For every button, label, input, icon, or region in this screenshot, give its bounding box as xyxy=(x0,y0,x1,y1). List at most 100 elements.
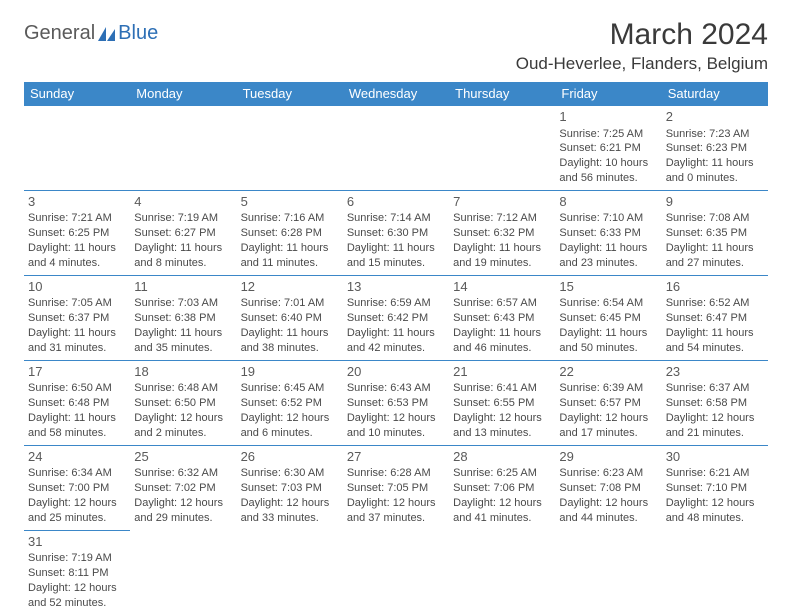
cell-sr: Sunrise: 7:05 AM xyxy=(28,296,126,311)
day-number: 9 xyxy=(666,193,764,211)
cell-d2: and 35 minutes. xyxy=(134,341,232,356)
cell-d1: Daylight: 12 hours xyxy=(28,581,126,596)
day-number: 31 xyxy=(28,533,126,551)
day-number: 15 xyxy=(559,278,657,296)
calendar-week: 10Sunrise: 7:05 AMSunset: 6:37 PMDayligh… xyxy=(24,275,768,360)
cell-ss: Sunset: 6:47 PM xyxy=(666,311,764,326)
cell-d1: Daylight: 12 hours xyxy=(241,496,339,511)
cell-d1: Daylight: 12 hours xyxy=(134,411,232,426)
calendar-cell: 31Sunrise: 7:19 AMSunset: 8:11 PMDayligh… xyxy=(24,530,130,614)
day-number: 22 xyxy=(559,363,657,381)
day-header: Friday xyxy=(555,82,661,106)
calendar-cell xyxy=(343,530,449,614)
cell-sr: Sunrise: 6:50 AM xyxy=(28,381,126,396)
cell-sr: Sunrise: 7:19 AM xyxy=(134,211,232,226)
cell-ss: Sunset: 6:45 PM xyxy=(559,311,657,326)
day-number: 21 xyxy=(453,363,551,381)
cell-sr: Sunrise: 7:01 AM xyxy=(241,296,339,311)
calendar-cell: 20Sunrise: 6:43 AMSunset: 6:53 PMDayligh… xyxy=(343,360,449,445)
day-number: 17 xyxy=(28,363,126,381)
cell-sr: Sunrise: 7:19 AM xyxy=(28,551,126,566)
calendar-cell xyxy=(130,530,236,614)
cell-d2: and 58 minutes. xyxy=(28,426,126,441)
cell-d2: and 29 minutes. xyxy=(134,511,232,526)
calendar-table: SundayMondayTuesdayWednesdayThursdayFrid… xyxy=(24,82,768,615)
day-number: 19 xyxy=(241,363,339,381)
cell-sr: Sunrise: 6:48 AM xyxy=(134,381,232,396)
calendar-cell xyxy=(237,106,343,191)
day-number: 16 xyxy=(666,278,764,296)
cell-d2: and 21 minutes. xyxy=(666,426,764,441)
logo-text-blue: Blue xyxy=(118,22,158,45)
cell-d1: Daylight: 12 hours xyxy=(453,496,551,511)
day-number: 10 xyxy=(28,278,126,296)
cell-sr: Sunrise: 6:52 AM xyxy=(666,296,764,311)
cell-ss: Sunset: 6:38 PM xyxy=(134,311,232,326)
calendar-cell: 30Sunrise: 6:21 AMSunset: 7:10 PMDayligh… xyxy=(662,445,768,530)
day-header: Saturday xyxy=(662,82,768,106)
cell-ss: Sunset: 6:43 PM xyxy=(453,311,551,326)
calendar-cell: 19Sunrise: 6:45 AMSunset: 6:52 PMDayligh… xyxy=(237,360,343,445)
cell-ss: Sunset: 7:00 PM xyxy=(28,481,126,496)
cell-d2: and 54 minutes. xyxy=(666,341,764,356)
cell-ss: Sunset: 7:10 PM xyxy=(666,481,764,496)
cell-sr: Sunrise: 6:21 AM xyxy=(666,466,764,481)
calendar-cell: 4Sunrise: 7:19 AMSunset: 6:27 PMDaylight… xyxy=(130,190,236,275)
day-number: 12 xyxy=(241,278,339,296)
day-header: Thursday xyxy=(449,82,555,106)
header: General Blue March 2024 Oud-Heverlee, Fl… xyxy=(24,18,768,74)
calendar-cell: 1Sunrise: 7:25 AMSunset: 6:21 PMDaylight… xyxy=(555,106,661,191)
cell-sr: Sunrise: 6:37 AM xyxy=(666,381,764,396)
cell-sr: Sunrise: 6:32 AM xyxy=(134,466,232,481)
calendar-cell xyxy=(24,106,130,191)
cell-d1: Daylight: 11 hours xyxy=(666,156,764,171)
cell-d1: Daylight: 11 hours xyxy=(28,241,126,256)
cell-sr: Sunrise: 6:45 AM xyxy=(241,381,339,396)
calendar-cell: 24Sunrise: 6:34 AMSunset: 7:00 PMDayligh… xyxy=(24,445,130,530)
cell-sr: Sunrise: 6:34 AM xyxy=(28,466,126,481)
cell-d2: and 46 minutes. xyxy=(453,341,551,356)
cell-sr: Sunrise: 6:59 AM xyxy=(347,296,445,311)
cell-sr: Sunrise: 6:23 AM xyxy=(559,466,657,481)
day-number: 13 xyxy=(347,278,445,296)
day-number: 2 xyxy=(666,108,764,126)
cell-d2: and 44 minutes. xyxy=(559,511,657,526)
day-number: 14 xyxy=(453,278,551,296)
calendar-cell: 29Sunrise: 6:23 AMSunset: 7:08 PMDayligh… xyxy=(555,445,661,530)
cell-sr: Sunrise: 7:14 AM xyxy=(347,211,445,226)
day-number: 1 xyxy=(559,108,657,126)
cell-ss: Sunset: 7:05 PM xyxy=(347,481,445,496)
day-header-row: SundayMondayTuesdayWednesdayThursdayFrid… xyxy=(24,82,768,106)
cell-d2: and 42 minutes. xyxy=(347,341,445,356)
cell-sr: Sunrise: 6:41 AM xyxy=(453,381,551,396)
cell-d1: Daylight: 10 hours xyxy=(559,156,657,171)
cell-ss: Sunset: 6:33 PM xyxy=(559,226,657,241)
day-number: 29 xyxy=(559,448,657,466)
cell-ss: Sunset: 6:23 PM xyxy=(666,141,764,156)
day-number: 27 xyxy=(347,448,445,466)
calendar-cell: 3Sunrise: 7:21 AMSunset: 6:25 PMDaylight… xyxy=(24,190,130,275)
cell-d1: Daylight: 11 hours xyxy=(347,241,445,256)
day-number: 20 xyxy=(347,363,445,381)
cell-d2: and 15 minutes. xyxy=(347,256,445,271)
cell-d2: and 6 minutes. xyxy=(241,426,339,441)
logo: General Blue xyxy=(24,22,158,45)
calendar-cell: 21Sunrise: 6:41 AMSunset: 6:55 PMDayligh… xyxy=(449,360,555,445)
day-number: 28 xyxy=(453,448,551,466)
calendar-cell: 2Sunrise: 7:23 AMSunset: 6:23 PMDaylight… xyxy=(662,106,768,191)
calendar-cell: 14Sunrise: 6:57 AMSunset: 6:43 PMDayligh… xyxy=(449,275,555,360)
cell-d1: Daylight: 11 hours xyxy=(28,326,126,341)
calendar-cell xyxy=(449,530,555,614)
calendar-cell: 28Sunrise: 6:25 AMSunset: 7:06 PMDayligh… xyxy=(449,445,555,530)
calendar-cell xyxy=(237,530,343,614)
month-title: March 2024 xyxy=(516,18,768,52)
calendar-cell xyxy=(662,530,768,614)
calendar-cell: 27Sunrise: 6:28 AMSunset: 7:05 PMDayligh… xyxy=(343,445,449,530)
day-header: Monday xyxy=(130,82,236,106)
cell-d1: Daylight: 11 hours xyxy=(134,326,232,341)
cell-d1: Daylight: 11 hours xyxy=(666,241,764,256)
cell-sr: Sunrise: 7:03 AM xyxy=(134,296,232,311)
day-number: 6 xyxy=(347,193,445,211)
cell-d2: and 2 minutes. xyxy=(134,426,232,441)
day-header: Sunday xyxy=(24,82,130,106)
